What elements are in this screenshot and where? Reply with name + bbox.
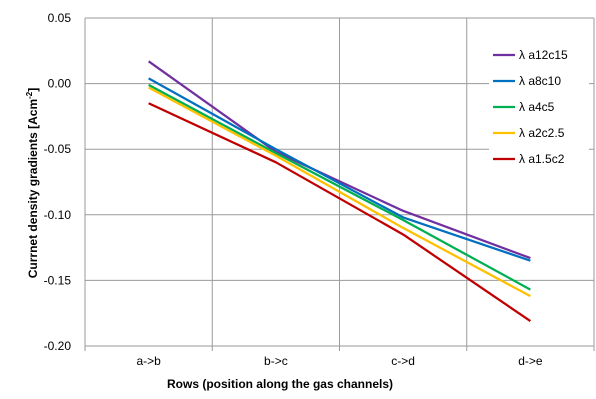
legend-label: λ a2c2.5 xyxy=(519,126,565,140)
y-axis-title-main: Currnet density gradients [Acm xyxy=(26,99,40,278)
series-line xyxy=(148,83,531,291)
y-tick-label: -0.20 xyxy=(44,339,72,353)
series-lines xyxy=(147,60,532,323)
x-tick-labels: a->b b->c c->d d->e xyxy=(136,354,542,368)
legend-label: λ a4c5 xyxy=(519,100,555,114)
x-tick-label: b->c xyxy=(264,354,288,368)
legend: λ a12c15 λ a8c10 λ a4c5 λ a2c2.5 λ a1.5c2 xyxy=(489,41,589,175)
y-axis-title: Currnet density gradients [Acm-2] xyxy=(25,88,40,279)
y-tick-label: -0.15 xyxy=(44,273,72,287)
x-tick-label: d->e xyxy=(518,354,543,368)
x-axis-title: Rows (position along the gas channels) xyxy=(167,377,393,391)
series-line xyxy=(147,60,531,260)
y-tick-label: -0.05 xyxy=(44,142,72,156)
x-tick-label: c->d xyxy=(391,354,415,368)
series-line xyxy=(148,102,532,323)
y-tick-label: -0.10 xyxy=(44,208,72,222)
y-axis-title-superscript: -2 xyxy=(25,91,34,99)
y-tick-label: 0.00 xyxy=(48,77,72,91)
grid-lines xyxy=(84,17,595,351)
y-axis-title-end: ] xyxy=(26,88,40,92)
legend-label: λ a8c10 xyxy=(519,74,561,88)
y-tick-label: 0.05 xyxy=(48,11,72,25)
y-tick-labels: 0.05 0.00 -0.05 -0.10 -0.15 -0.20 xyxy=(44,11,72,353)
legend-label: λ a1.5c2 xyxy=(519,152,565,166)
x-tick-label: a->b xyxy=(136,354,161,368)
legend-label: λ a12c15 xyxy=(519,48,568,62)
series-line xyxy=(148,86,531,298)
series-line xyxy=(148,77,531,262)
